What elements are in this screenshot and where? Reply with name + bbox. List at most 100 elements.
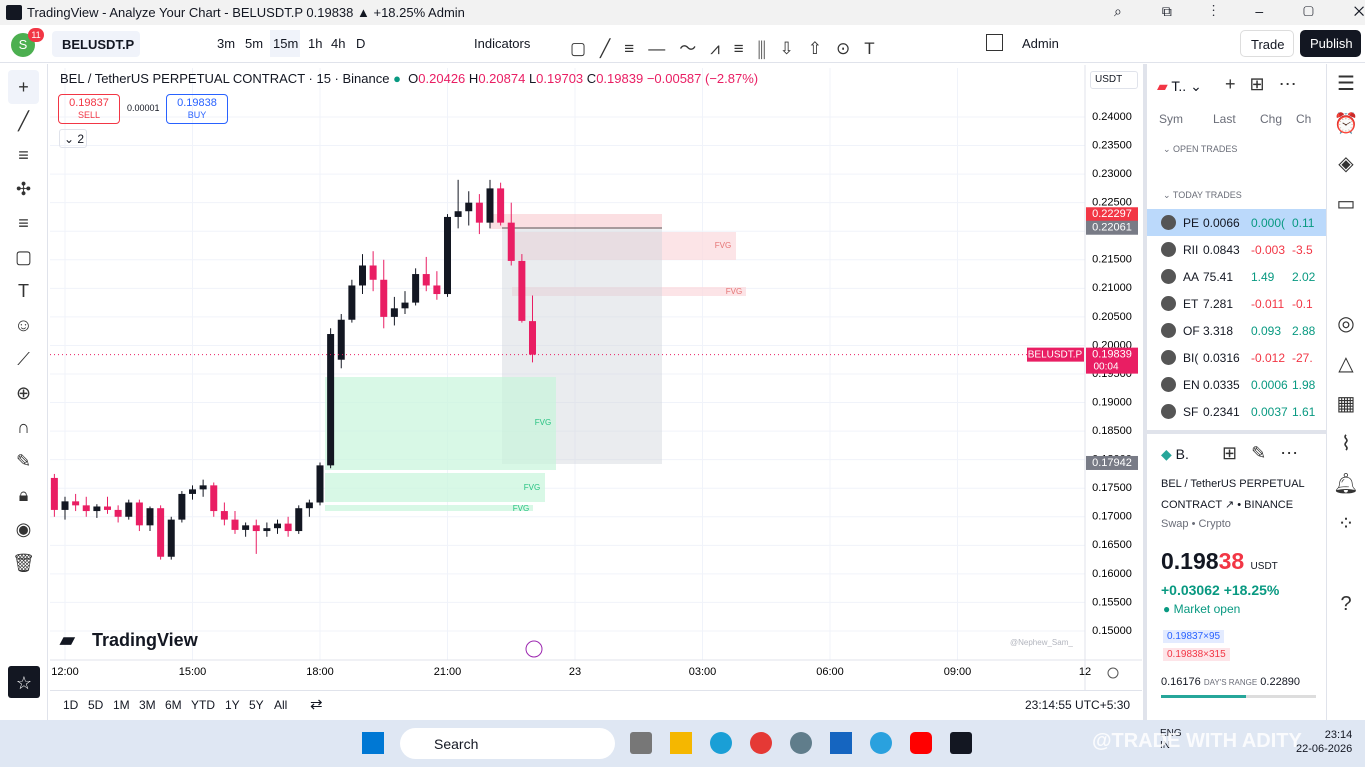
ask: 0.19838×315 (1163, 648, 1230, 661)
watchlist-row[interactable]: PE 0.0066 0.000(0.11 (1147, 209, 1327, 236)
cell-last: 7.281 (1203, 297, 1234, 311)
candle-body (167, 519, 175, 557)
timeframe[interactable]: 3m (217, 36, 236, 51)
zone (490, 214, 662, 229)
settings-icon[interactable] (1107, 667, 1119, 679)
column-header[interactable]: Sym (1159, 112, 1183, 126)
candle-body (359, 265, 366, 286)
section[interactable]: OPEN TRADES (1173, 144, 1238, 154)
change-pct: +18.25% (1223, 582, 1280, 598)
chart-watermark: TradingView (92, 630, 199, 650)
timeframe[interactable]: D (356, 36, 366, 51)
indicators-toggle[interactable]: ⌄ 2 (59, 129, 87, 148)
right-icons[interactable]: ☰ ⏰ ◈ ▭ ◎ △ ▦ ⌇ 🔔︎ ⁘? (1326, 64, 1365, 720)
coin-icon (1161, 269, 1176, 284)
chart-watermark: ▰ (59, 630, 76, 651)
range[interactable]: All (274, 698, 288, 712)
cell-chgp: 0.11 (1292, 216, 1315, 230)
timeframe[interactable]: 4h (331, 36, 346, 51)
section[interactable]: TODAY TRADES (1172, 190, 1242, 200)
timeframe-active[interactable]: 15m (270, 30, 300, 57)
column-header[interactable]: Chg (1260, 112, 1283, 126)
cell-sym: EN (1183, 378, 1200, 392)
search[interactable]: Search (400, 728, 615, 759)
taskbar-apps[interactable] (630, 732, 980, 754)
candle-body (135, 502, 143, 526)
y-tick-label: 0.17500 (1092, 482, 1132, 494)
cell-chg: -0.003 (1251, 243, 1286, 257)
candle-body (369, 265, 377, 280)
start[interactable] (362, 732, 384, 754)
column-header[interactable]: Last (1213, 112, 1236, 126)
sell-button[interactable]: 0.19837 SELL (58, 94, 120, 124)
cell-chgp: 1.61 (1292, 405, 1316, 419)
fvg-label: FVG (513, 504, 529, 513)
count: 2 (77, 132, 85, 146)
watchlist-row[interactable]: OF 3.318 0.093 2.88 (1147, 317, 1327, 344)
candle-body (444, 216, 451, 295)
ohlc-value: 0.19839 (596, 71, 644, 86)
y-tick-label: 0.24000 (1092, 111, 1132, 123)
price-marker-text: 0.22297 (1092, 208, 1132, 220)
watchlist-row[interactable]: EN 0.0335 0.0006 1.98 (1147, 371, 1327, 398)
indicators-button[interactable]: Indicators (474, 36, 531, 51)
range[interactable]: 1M (113, 698, 130, 712)
event-icon[interactable] (525, 640, 543, 658)
range[interactable]: 1Y (225, 698, 240, 712)
x-tick-label: 09:00 (944, 666, 972, 678)
symbol-search[interactable]: BELUSDT.P (52, 31, 140, 57)
candle-body (50, 477, 58, 510)
watchlist-row[interactable]: RII 0.0843 -0.003 -3.5 (1147, 236, 1327, 263)
currency-select[interactable]: USDT (1090, 71, 1138, 89)
price-marker-text: 0.22061 (1092, 222, 1132, 234)
cell-chg: 0.000( (1251, 216, 1286, 230)
range[interactable]: 5Y (249, 698, 264, 712)
candle-body (274, 523, 281, 529)
zone (325, 473, 545, 502)
coin-icon (1161, 350, 1176, 365)
candle-body (284, 523, 292, 532)
range[interactable]: YTD (191, 698, 215, 712)
cell-chg: -0.011 (1251, 297, 1285, 311)
watchlist-row[interactable]: BI(0.0316 -0.012 -27. (1147, 344, 1327, 371)
candle-body (178, 493, 186, 520)
range[interactable]: 3M (139, 698, 156, 712)
timeframe[interactable]: 5m (245, 36, 264, 51)
detail-actions[interactable]: ⊞✎⋯ (1222, 443, 1313, 463)
candle-body (454, 211, 462, 217)
y-tick-label: 0.15000 (1092, 625, 1132, 637)
price-marker (1086, 455, 1138, 470)
left-toolbar[interactable]: + ╱ ≡ ✣ ≡ ▢ T ☺ ⟋ ⊕ ∩ ✎ 🔒︎ ◉ 🗑︎ ☆ (0, 64, 48, 720)
lang: ENG (1160, 728, 1182, 739)
drawing-tools[interactable]: ▢╱≡—〜⩘≡⫼⇩⇧⊙T (570, 39, 889, 58)
coin-icon (1161, 377, 1176, 392)
date-range-icon[interactable]: ⇄ (310, 696, 323, 713)
range[interactable]: 5D (88, 698, 104, 712)
search-label: Search (434, 736, 479, 752)
layout-name[interactable]: Admin (1022, 36, 1059, 51)
symbol-tag (1027, 347, 1084, 362)
y-tick-label: 0.19000 (1092, 396, 1132, 408)
range[interactable]: 6M (165, 698, 182, 712)
timeframe[interactable]: 1h (308, 36, 323, 51)
watchlist-row[interactable]: SF 0.2341 0.0037 1.61 (1147, 398, 1327, 425)
y-tick-label: 0.17000 (1092, 511, 1132, 523)
buy-button[interactable]: 0.19838 BUY (166, 94, 228, 124)
favorite[interactable]: ☆ (8, 666, 40, 698)
candle-body (61, 501, 69, 510)
range[interactable]: 1D (63, 698, 79, 712)
kind: Swap • Crypto (1161, 518, 1231, 530)
watchlist-row[interactable]: ET 7.281 -0.011 -0.1 (1147, 290, 1327, 317)
trade-button[interactable]: Trade (1240, 30, 1294, 57)
window-controls[interactable]: ⌕⧉⋮–▢✕ (1114, 3, 1364, 19)
cell-sym: OF (1183, 324, 1200, 338)
range-low: 0.16176 (1161, 676, 1201, 688)
column-header[interactable]: Ch (1296, 112, 1312, 126)
watchlist-actions[interactable]: +⊞⋯ (1225, 74, 1311, 94)
layout-icon[interactable] (986, 34, 1003, 51)
publish-button[interactable]: Publish (1300, 30, 1361, 57)
watchlist-title[interactable]: T.. (1171, 78, 1187, 94)
ohlc-letter: L (528, 71, 537, 86)
price-marker-text: 0.17942 (1092, 457, 1132, 469)
watchlist-row[interactable]: AA 75.41 1.49 2.02 (1147, 263, 1327, 290)
